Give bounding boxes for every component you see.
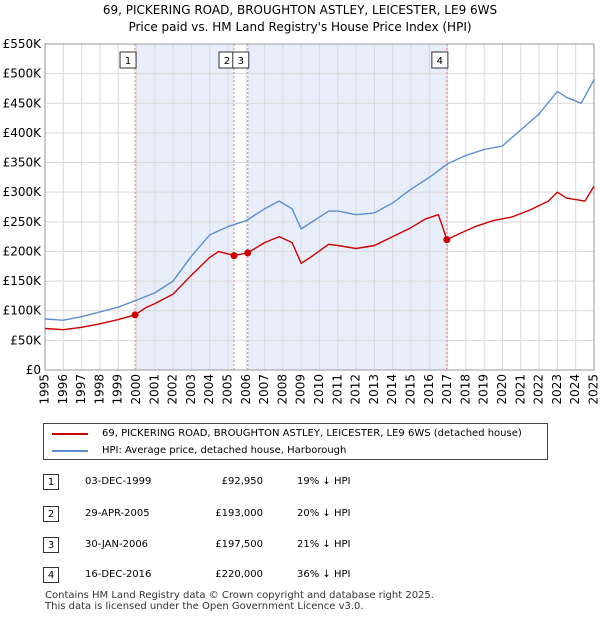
x-tick-label: 2002 bbox=[166, 374, 180, 405]
y-tick-label: £50K bbox=[10, 333, 42, 347]
legend-label-hpi: HPI: Average price, detached house, Harb… bbox=[102, 445, 347, 456]
sale-label-4: 4 bbox=[437, 56, 443, 67]
x-tick-label: 1996 bbox=[56, 374, 70, 405]
sale-price: £193,000 bbox=[215, 508, 263, 519]
sale-point-1 bbox=[131, 311, 139, 319]
x-tick-label: 2011 bbox=[330, 374, 344, 405]
sale-date: 29-APR-2005 bbox=[85, 508, 150, 519]
chart-legend: 69, PICKERING ROAD, BROUGHTON ASTLEY, LE… bbox=[43, 423, 548, 460]
x-tick-label: 2022 bbox=[532, 374, 546, 405]
sale-label-box-1 bbox=[119, 51, 137, 69]
chart-title: 69, PICKERING ROAD, BROUGHTON ASTLEY, LE… bbox=[0, 2, 600, 36]
sale-label-1: 1 bbox=[125, 56, 131, 67]
y-tick-label: £250K bbox=[3, 215, 43, 229]
sale-label-3: 3 bbox=[238, 56, 244, 67]
plot-frame bbox=[44, 43, 595, 371]
sale-number-badge: 3 bbox=[43, 537, 59, 553]
chart-title-line-2: Price paid vs. HM Land Registry's House … bbox=[128, 20, 472, 34]
sale-hpi-diff: 19% ↓ HPI bbox=[297, 476, 351, 487]
y-tick-label: £200K bbox=[3, 244, 43, 258]
sale-number-badge: 4 bbox=[43, 567, 59, 583]
x-tick-label: 2021 bbox=[513, 374, 527, 405]
x-tick-label: 2020 bbox=[495, 374, 509, 405]
y-tick-label: £350K bbox=[3, 156, 43, 170]
sale-point-2 bbox=[230, 252, 238, 260]
sale-label-box-3 bbox=[232, 51, 250, 69]
x-tick-label: 2006 bbox=[239, 374, 253, 405]
x-tick-label: 2012 bbox=[349, 374, 363, 405]
y-tick-label: £300K bbox=[3, 185, 43, 199]
series-line-hpi bbox=[44, 79, 595, 321]
x-tick-label: 2013 bbox=[367, 374, 381, 405]
sale-point-4 bbox=[443, 236, 451, 244]
y-tick-label: £450K bbox=[3, 96, 43, 110]
sale-price: £92,950 bbox=[221, 476, 263, 487]
x-tick-label: 2003 bbox=[184, 374, 198, 405]
sale-hpi-diff: 20% ↓ HPI bbox=[297, 508, 351, 519]
x-tick-label: 2024 bbox=[568, 374, 582, 405]
x-tick-label: 2010 bbox=[312, 374, 326, 405]
x-tick-label: 2025 bbox=[587, 374, 600, 405]
price-chart: 1 2 3 4 £0 £50K £100K £150K £200K £250K £300K £350K… bbox=[3, 37, 600, 405]
x-tick-label: 2023 bbox=[550, 374, 564, 405]
x-tick-label: 2019 bbox=[477, 374, 491, 405]
x-tick-label: 2016 bbox=[422, 374, 436, 405]
x-tick-label: 1998 bbox=[92, 374, 106, 405]
sale-number-badge: 1 bbox=[43, 474, 59, 490]
x-tick-label: 2000 bbox=[129, 374, 143, 405]
x-tick-label: 2001 bbox=[147, 374, 161, 405]
y-tick-label: £400K bbox=[3, 126, 43, 140]
x-tick-label: 2015 bbox=[404, 374, 418, 405]
footer-line-2: This data is licensed under the Open Gov… bbox=[45, 601, 364, 612]
sale-hpi-diff: 21% ↓ HPI bbox=[297, 539, 351, 550]
y-tick-label: £100K bbox=[3, 304, 43, 318]
x-tick-label: 2004 bbox=[202, 374, 216, 405]
sale-date: 30-JAN-2006 bbox=[85, 539, 149, 550]
y-tick-label: £0 bbox=[26, 363, 41, 377]
sale-hpi-diff: 36% ↓ HPI bbox=[297, 569, 351, 580]
x-tick-label: 2005 bbox=[221, 374, 235, 405]
x-tick-label: 1999 bbox=[111, 374, 125, 405]
y-tick-label: £150K bbox=[3, 274, 43, 288]
shaded-span-2 bbox=[247, 44, 447, 370]
sale-point-3 bbox=[244, 249, 252, 257]
legend-label-property: 69, PICKERING ROAD, BROUGHTON ASTLEY, LE… bbox=[102, 428, 522, 439]
x-tick-label: 2007 bbox=[257, 374, 271, 405]
sale-date: 16-DEC-2016 bbox=[85, 569, 152, 580]
sale-number-badge: 2 bbox=[43, 506, 59, 522]
footer-line-1: Contains HM Land Registry data © Crown c… bbox=[45, 590, 434, 601]
sale-price: £197,500 bbox=[215, 539, 263, 550]
shaded-span-1 bbox=[135, 44, 235, 370]
x-tick-label: 2008 bbox=[275, 374, 289, 405]
sale-label-box-4 bbox=[431, 51, 449, 69]
legend-swatch-hpi bbox=[52, 450, 88, 452]
x-tick-label: 2014 bbox=[385, 374, 399, 405]
x-tick-label: 2018 bbox=[458, 374, 472, 405]
y-tick-label: £550K bbox=[3, 37, 43, 51]
sale-label-2: 2 bbox=[224, 56, 230, 67]
legend-swatch-property bbox=[52, 433, 88, 435]
footer-attribution: Contains HM Land Registry data © Crown c… bbox=[45, 590, 434, 612]
x-tick-label: 1995 bbox=[38, 374, 52, 405]
y-tick-label: £500K bbox=[3, 67, 43, 81]
chart-title-line-1: 69, PICKERING ROAD, BROUGHTON ASTLEY, LE… bbox=[102, 3, 498, 17]
x-tick-label: 2017 bbox=[440, 374, 454, 405]
sale-date: 03-DEC-1999 bbox=[85, 476, 152, 487]
series-line-property bbox=[44, 185, 595, 331]
sale-price: £220,000 bbox=[215, 569, 263, 580]
x-tick-label: 2009 bbox=[294, 374, 308, 405]
x-tick-label: 1997 bbox=[74, 374, 88, 405]
